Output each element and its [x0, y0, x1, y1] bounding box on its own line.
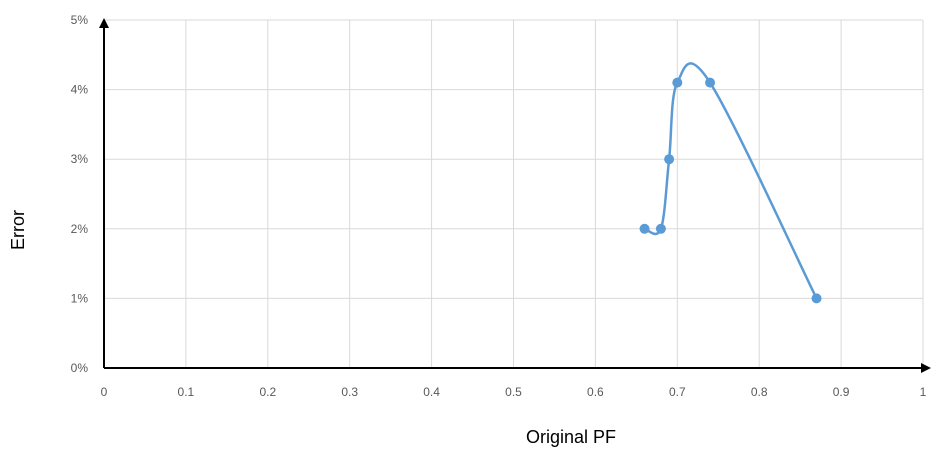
y-axis-arrowhead [99, 18, 109, 28]
x-tick-label: 0.6 [587, 385, 604, 399]
data-point [811, 293, 822, 304]
data-point [705, 77, 716, 88]
x-tick-label: 0.8 [751, 385, 768, 399]
axes [99, 18, 931, 373]
x-tick-label: 0.3 [341, 385, 358, 399]
gridlines [104, 19, 924, 368]
tick-labels: 0 0.1 0.2 0.3 0.4 0.5 0.6 0.7 0.8 0.9 1 0% 1% 2% 3% 4% 5… [71, 13, 927, 399]
y-axis-title: Error [8, 210, 28, 250]
x-tick-label: 0.2 [259, 385, 276, 399]
y-tick-label: 5% [71, 13, 89, 27]
x-tick-label: 0.7 [669, 385, 686, 399]
y-tick-label: 3% [71, 152, 89, 166]
x-axis-title: Original PF [526, 427, 616, 447]
y-tick-label: 4% [71, 83, 89, 97]
x-tick-label: 0.5 [505, 385, 522, 399]
x-tick-label: 0.1 [178, 385, 195, 399]
x-tick-label: 0 [101, 385, 108, 399]
x-tick-label: 1 [920, 385, 927, 399]
data-point [664, 154, 675, 165]
series-line [644, 62, 818, 299]
x-tick-label: 0.4 [423, 385, 440, 399]
x-axis-arrowhead [921, 363, 931, 373]
data-point [672, 77, 683, 88]
y-tick-label: 1% [71, 291, 89, 305]
y-tick-label: 2% [71, 222, 89, 236]
data-point [655, 223, 666, 234]
y-tick-label: 0% [71, 361, 89, 375]
series [639, 62, 822, 304]
x-tick-label: 0.9 [833, 385, 850, 399]
data-point [639, 223, 650, 234]
